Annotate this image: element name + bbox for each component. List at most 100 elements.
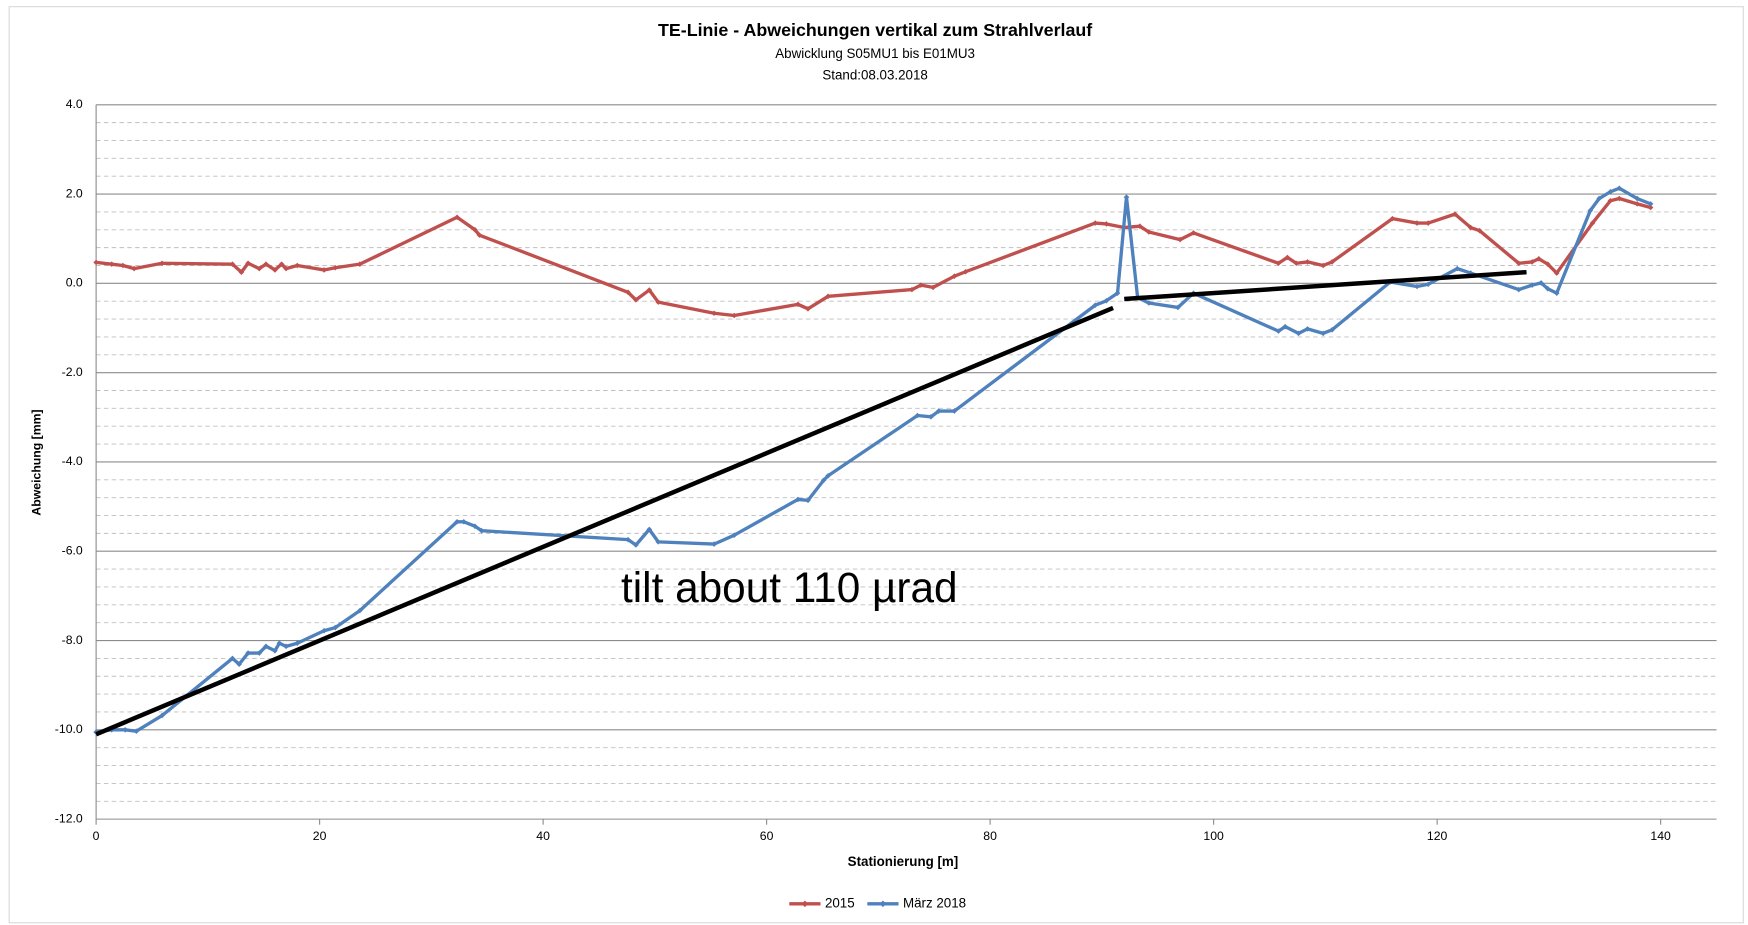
- point-marker: [229, 655, 236, 662]
- point-marker: [1146, 300, 1152, 306]
- legend-marker: [801, 900, 809, 908]
- point-marker: [1454, 265, 1461, 272]
- annotation-line: [1124, 269, 1527, 302]
- point-marker: [159, 712, 165, 719]
- x-tick-label: 100: [1203, 829, 1224, 843]
- point-marker: [1616, 185, 1623, 192]
- chart-subtitle: Abwicklung S05MU1 bis E01MU3: [775, 46, 975, 61]
- point-marker: [294, 640, 301, 646]
- x-tick-label: 0: [93, 829, 100, 843]
- point-marker: [1282, 323, 1288, 330]
- point-marker: [1647, 201, 1654, 207]
- point-marker: [1616, 195, 1623, 202]
- point-marker: [825, 472, 831, 479]
- point-marker: [1414, 220, 1420, 226]
- point-marker: [930, 284, 936, 291]
- y-tick-label: 0.0: [66, 276, 83, 290]
- point-marker: [108, 261, 115, 267]
- point-marker: [1425, 281, 1431, 288]
- point-marker: [460, 518, 467, 525]
- point-marker: [1647, 204, 1654, 211]
- point-marker: [1634, 201, 1640, 207]
- point-marker: [1414, 283, 1420, 290]
- point-marker: [236, 661, 242, 667]
- x-tick-label: 80: [983, 829, 997, 843]
- legend-label: 2015: [825, 895, 855, 910]
- point-marker: [711, 310, 717, 317]
- point-marker: [294, 262, 301, 269]
- point-marker: [1304, 259, 1311, 265]
- point-marker: [454, 214, 460, 221]
- point-marker: [263, 643, 269, 650]
- point-marker: [1589, 220, 1596, 226]
- x-tick-label: 20: [313, 829, 327, 843]
- point-marker: [646, 526, 653, 533]
- point-marker: [1529, 282, 1535, 288]
- y-tick-label: -10.0: [55, 722, 83, 736]
- point-marker: [928, 414, 934, 420]
- point-marker: [1103, 221, 1110, 227]
- point-marker: [1103, 297, 1110, 304]
- point-marker: [122, 727, 128, 733]
- y-tick-label: -2.0: [62, 365, 83, 379]
- chart-subtitle: Stand:08.03.2018: [822, 67, 928, 82]
- point-marker: [1452, 211, 1458, 217]
- point-marker: [1634, 195, 1640, 202]
- point-marker: [805, 497, 811, 504]
- point-marker: [1536, 256, 1542, 262]
- point-marker: [238, 269, 245, 275]
- point-marker: [1275, 328, 1282, 334]
- point-marker: [1329, 326, 1335, 333]
- point-marker: [263, 261, 269, 267]
- y-axis-label: Abweichung [mm]: [29, 409, 43, 515]
- point-marker: [278, 261, 285, 267]
- point-marker: [454, 518, 460, 525]
- legend-marker: [879, 900, 887, 908]
- y-tick-label: -6.0: [62, 543, 83, 557]
- x-tick-label: 60: [760, 829, 774, 843]
- point-marker: [633, 542, 639, 548]
- x-tick-label: 140: [1650, 829, 1671, 843]
- point-marker: [1529, 259, 1535, 265]
- annotation-text: tilt about 110 µrad: [621, 564, 958, 611]
- point-marker: [805, 306, 811, 312]
- legend-label: März 2018: [903, 895, 966, 910]
- point-marker: [1175, 304, 1181, 311]
- x-tick-label: 120: [1427, 829, 1448, 843]
- point-marker: [1553, 270, 1560, 276]
- point-marker: [120, 262, 126, 269]
- point-marker: [962, 268, 969, 275]
- point-marker: [1284, 254, 1291, 261]
- point-marker: [229, 261, 236, 267]
- y-tick-label: -12.0: [55, 811, 83, 825]
- x-axis-label: Stationierung [m]: [848, 854, 959, 869]
- point-marker: [1596, 195, 1602, 202]
- point-marker: [1515, 286, 1522, 293]
- point-marker: [731, 532, 738, 538]
- point-marker: [1467, 224, 1474, 231]
- chart-frame: [8, 6, 1744, 924]
- point-marker: [711, 541, 717, 547]
- point-marker: [633, 297, 639, 303]
- point-marker: [476, 232, 483, 238]
- point-marker: [357, 607, 363, 614]
- point-marker: [1587, 207, 1594, 214]
- point-marker: [272, 267, 278, 273]
- x-tick-label: 40: [536, 829, 550, 843]
- point-marker: [1389, 215, 1396, 222]
- annotation-line: [95, 305, 1114, 737]
- point-marker: [472, 523, 478, 530]
- point-marker: [1607, 197, 1614, 204]
- point-marker: [1304, 326, 1311, 332]
- point-marker: [272, 648, 278, 654]
- point-marker: [1425, 220, 1431, 226]
- point-marker: [1544, 261, 1551, 267]
- point-marker: [256, 650, 263, 656]
- point-marker: [1329, 259, 1335, 265]
- point-marker: [909, 286, 915, 293]
- point-marker: [131, 265, 137, 272]
- point-marker: [918, 282, 924, 288]
- y-tick-label: 2.0: [66, 186, 83, 200]
- point-marker: [1123, 194, 1130, 200]
